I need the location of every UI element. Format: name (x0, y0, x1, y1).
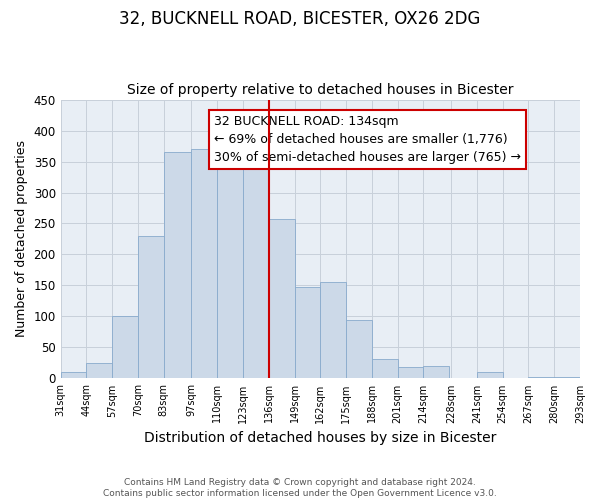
Bar (554, 376, 580, 378)
Bar (164, 152, 191, 378)
Bar (398, 368, 424, 378)
Bar (529, 377, 554, 378)
Bar (191, 149, 217, 378)
X-axis label: Distribution of detached houses by size in Bicester: Distribution of detached houses by size … (144, 431, 497, 445)
Text: 32, BUCKNELL ROAD, BICESTER, OX26 2DG: 32, BUCKNELL ROAD, BICESTER, OX26 2DG (119, 10, 481, 28)
Bar (424, 366, 449, 378)
Bar (138, 236, 164, 378)
Bar (243, 158, 269, 378)
Text: 32 BUCKNELL ROAD: 134sqm
← 69% of detached houses are smaller (1,776)
30% of sem: 32 BUCKNELL ROAD: 134sqm ← 69% of detach… (214, 115, 521, 164)
Bar (269, 218, 295, 378)
Y-axis label: Number of detached properties: Number of detached properties (15, 140, 28, 338)
Bar (346, 320, 372, 378)
Text: Contains HM Land Registry data © Crown copyright and database right 2024.
Contai: Contains HM Land Registry data © Crown c… (103, 478, 497, 498)
Bar (477, 372, 503, 378)
Title: Size of property relative to detached houses in Bicester: Size of property relative to detached ho… (127, 83, 514, 97)
Bar (112, 316, 138, 378)
Bar (320, 282, 346, 378)
Bar (217, 149, 243, 378)
Bar (86, 363, 112, 378)
Bar (295, 286, 320, 378)
Bar (372, 358, 398, 378)
Bar (61, 372, 86, 378)
